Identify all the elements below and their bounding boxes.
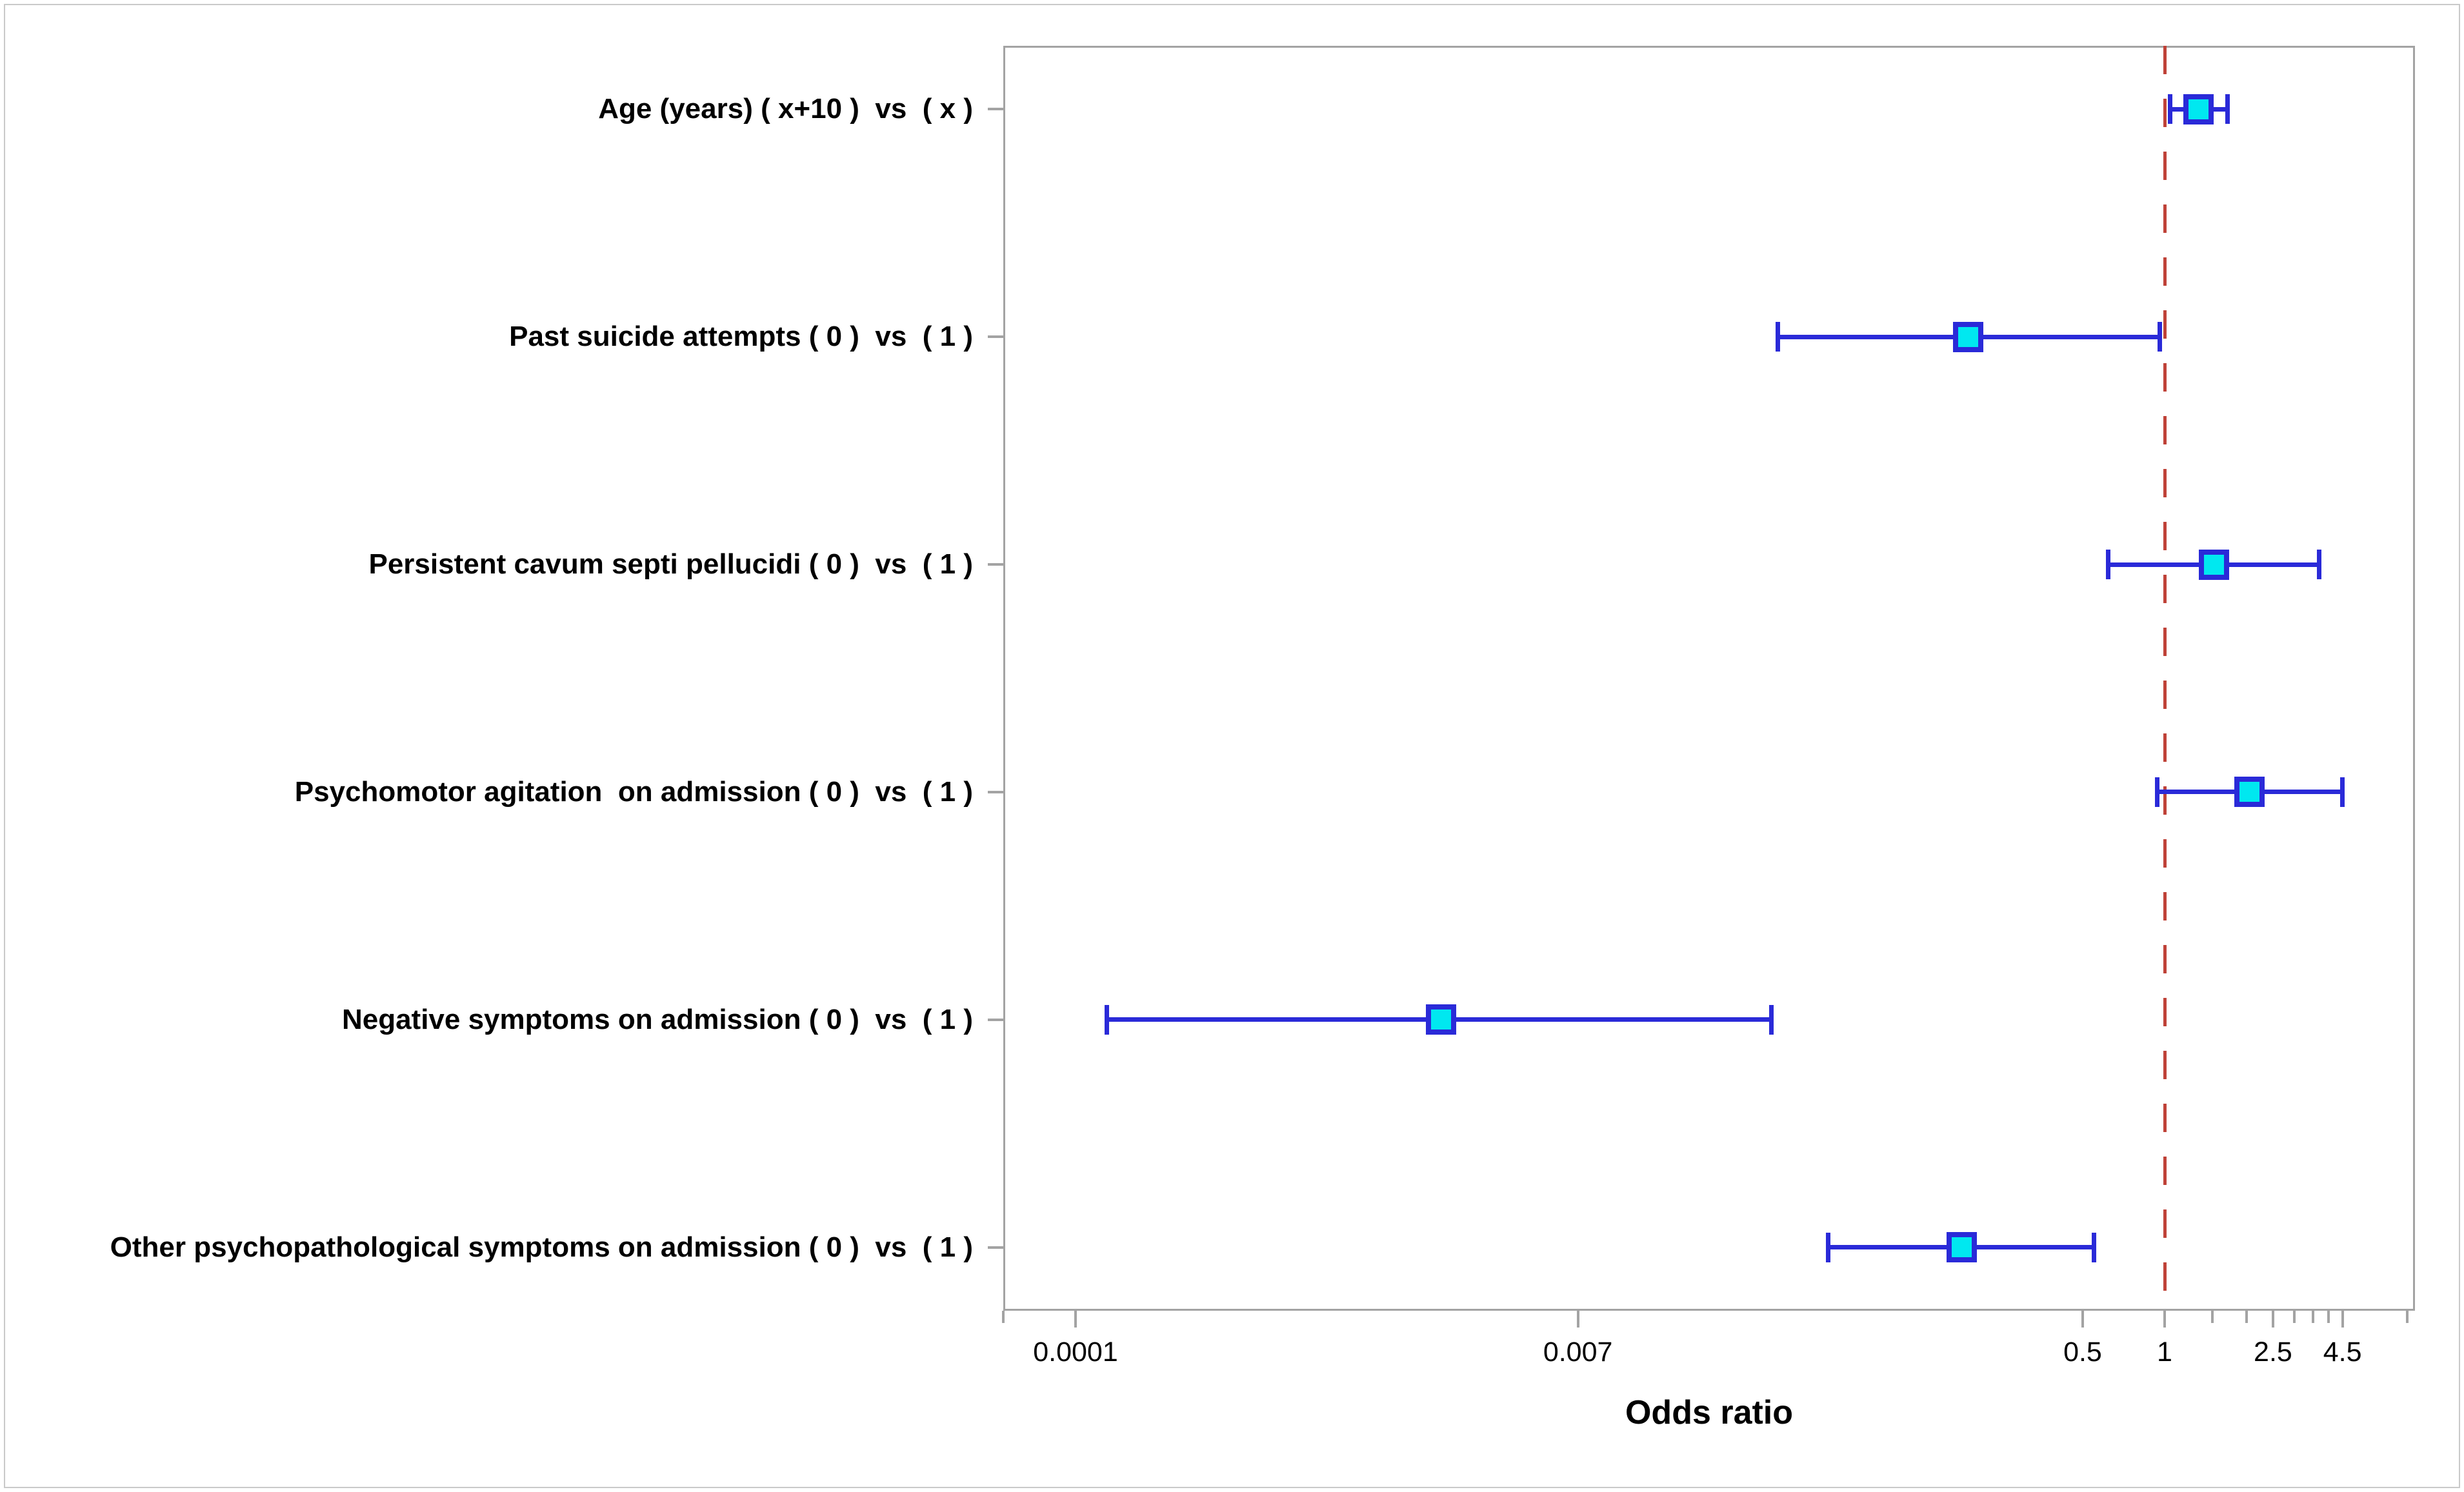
x-minor-tick bbox=[2211, 1311, 2214, 1323]
y-tick bbox=[988, 790, 1003, 793]
x-minor-tick bbox=[2327, 1311, 2330, 1323]
x-axis-title: Odds ratio bbox=[1625, 1394, 1794, 1431]
y-tick bbox=[988, 108, 1003, 111]
x-minor-tick bbox=[1002, 1311, 1005, 1323]
ci-cap-high bbox=[2091, 1232, 2096, 1262]
x-tick-label: 2.5 bbox=[2254, 1337, 2292, 1368]
row-label: Psychomotor agitation on admission ( 0 )… bbox=[294, 775, 973, 808]
x-tick bbox=[2271, 1311, 2274, 1328]
ci-cap-low bbox=[2155, 777, 2160, 807]
x-tick-label: 0.007 bbox=[1543, 1337, 1613, 1368]
x-tick-label: 0.0001 bbox=[1033, 1337, 1118, 1368]
y-tick bbox=[988, 563, 1003, 566]
ci-cap-low bbox=[2105, 550, 2110, 579]
x-minor-tick bbox=[2245, 1311, 2249, 1323]
y-tick bbox=[988, 1246, 1003, 1249]
row-label: Past suicide attempts ( 0 ) vs ( 1 ) bbox=[509, 321, 973, 353]
x-tick bbox=[2163, 1311, 2166, 1328]
figure-border bbox=[4, 4, 2460, 1488]
x-tick bbox=[1074, 1311, 1077, 1328]
x-tick bbox=[2081, 1311, 2084, 1328]
or-marker bbox=[1426, 1004, 1456, 1035]
or-marker bbox=[1953, 321, 1984, 352]
x-minor-tick bbox=[2311, 1311, 2314, 1323]
ci-cap-high bbox=[1769, 1004, 1774, 1035]
reference-line bbox=[2163, 46, 2167, 1311]
x-minor-tick bbox=[2293, 1311, 2296, 1323]
row-label: Other psychopathological symptoms on adm… bbox=[110, 1231, 973, 1263]
ci-cap-high bbox=[2225, 94, 2230, 124]
y-tick bbox=[988, 335, 1003, 339]
or-marker bbox=[2199, 549, 2230, 580]
row-label: Age (years) ( x+10 ) vs ( x ) bbox=[598, 93, 973, 125]
x-tick-label: 0.5 bbox=[2063, 1337, 2102, 1368]
x-tick bbox=[1576, 1311, 1579, 1328]
y-tick bbox=[988, 1018, 1003, 1021]
row-label: Persistent cavum septi pellucidi ( 0 ) v… bbox=[368, 548, 973, 580]
ci-cap-low bbox=[1104, 1004, 1109, 1035]
ci-cap-high bbox=[2158, 322, 2163, 352]
ci-cap-low bbox=[1776, 322, 1781, 352]
ci-cap-low bbox=[1825, 1232, 1830, 1262]
x-tick-label: 1 bbox=[2157, 1337, 2172, 1368]
x-tick-label: 4.5 bbox=[2323, 1337, 2362, 1368]
ci-cap-high bbox=[2340, 777, 2345, 807]
ci-cap-low bbox=[2168, 94, 2173, 124]
x-minor-tick bbox=[2406, 1311, 2409, 1323]
x-tick bbox=[2341, 1311, 2344, 1328]
or-marker bbox=[1947, 1232, 1978, 1263]
ci-cap-high bbox=[2317, 550, 2322, 579]
or-marker bbox=[2234, 777, 2265, 808]
row-label: Negative symptoms on admission ( 0 ) vs … bbox=[341, 1003, 973, 1035]
plot-area bbox=[1003, 46, 2415, 1311]
or-marker bbox=[2183, 94, 2214, 124]
